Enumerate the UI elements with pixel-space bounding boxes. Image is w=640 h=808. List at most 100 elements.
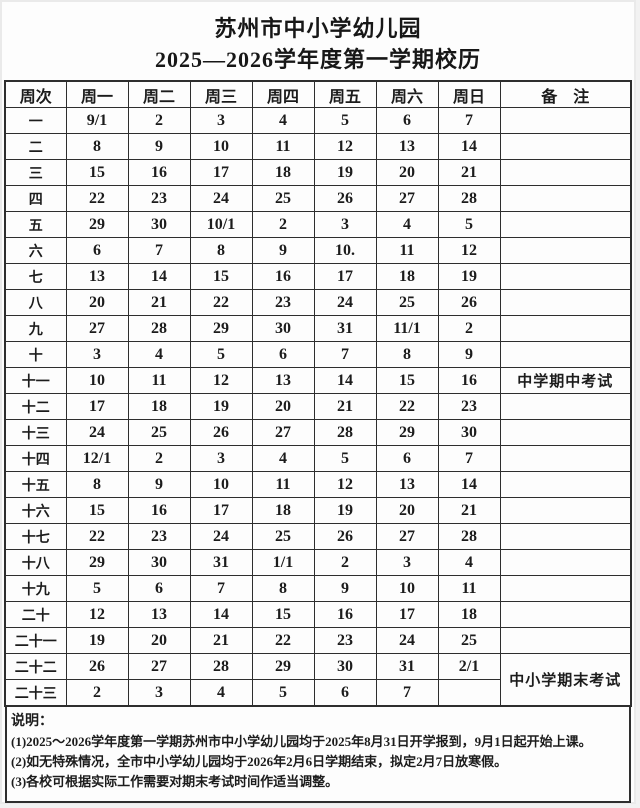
table-row: 四 22 23 24 25 26 27 28 — [4, 185, 632, 212]
day-cell: 9 — [127, 471, 191, 498]
day-cell: 11/1 — [375, 315, 439, 342]
table-row: 一 9/1 2 3 4 5 6 7 — [4, 107, 632, 134]
day-cell: 1/1 — [251, 549, 315, 576]
day-cell: 18 — [437, 601, 501, 628]
page-title-line2: 2025—2026学年度第一学期校历 — [154, 47, 481, 72]
day-cell: 25 — [251, 185, 315, 212]
day-cell: 15 — [189, 263, 253, 290]
day-cell: 4 — [127, 341, 191, 368]
day-cell: 20 — [375, 497, 439, 524]
day-cell: 7 — [189, 575, 253, 602]
day-cell: 5 — [313, 107, 377, 134]
remark-cell: 中小学期末考试 — [499, 653, 632, 707]
day-cell: 7 — [375, 679, 439, 707]
header-tuesday: 周二 — [127, 80, 191, 108]
day-cell: 24 — [65, 419, 129, 446]
remark-cell — [499, 419, 632, 446]
calendar-table: 周次 周一 周二 周三 周四 周五 周六 周日 备 注 一 9/1 2 3 4 5 6 7 二 8… — [4, 80, 632, 707]
week-label: 四 — [4, 185, 67, 212]
day-cell: 14 — [313, 367, 377, 394]
day-cell: 11 — [437, 575, 501, 602]
day-cell: 4 — [251, 107, 315, 134]
table-row: 九 27 28 29 30 31 11/1 2 — [4, 315, 632, 342]
day-cell: 5 — [251, 679, 315, 707]
week-label: 十九 — [4, 575, 67, 602]
day-cell: 20 — [251, 393, 315, 420]
day-cell: 10. — [313, 237, 377, 264]
day-cell: 9 — [313, 575, 377, 602]
day-cell: 4 — [437, 549, 501, 576]
table-row: 十七 22 23 24 25 26 27 28 — [4, 523, 632, 550]
day-cell: 15 — [65, 159, 129, 186]
day-cell: 25 — [437, 627, 501, 654]
day-cell: 27 — [251, 419, 315, 446]
day-cell: 2 — [437, 315, 501, 342]
remark-cell — [499, 315, 632, 342]
day-cell: 5 — [437, 211, 501, 238]
day-cell: 30 — [437, 419, 501, 446]
remark-cell — [499, 107, 632, 134]
remark-cell — [499, 601, 632, 628]
day-cell: 17 — [65, 393, 129, 420]
week-label: 十八 — [4, 549, 67, 576]
header-remarks: 备 注 — [499, 80, 632, 108]
table-row: 八 20 21 22 23 24 25 26 — [4, 289, 632, 316]
day-cell: 3 — [375, 549, 439, 576]
day-cell: 5 — [189, 341, 253, 368]
day-cell: 20 — [65, 289, 129, 316]
remark-cell — [499, 445, 632, 472]
day-cell: 30 — [127, 549, 191, 576]
day-cell: 10 — [189, 133, 253, 160]
day-cell: 11 — [251, 133, 315, 160]
day-cell: 24 — [313, 289, 377, 316]
day-cell: 14 — [189, 601, 253, 628]
week-label: 十七 — [4, 523, 67, 550]
day-cell: 15 — [65, 497, 129, 524]
day-cell: 4 — [189, 679, 253, 707]
week-label: 十六 — [4, 497, 67, 524]
day-cell: 12/1 — [65, 445, 129, 472]
week-label: 十一 — [4, 367, 67, 394]
day-cell: 12 — [437, 237, 501, 264]
day-cell: 29 — [65, 549, 129, 576]
week-label: 七 — [4, 263, 67, 290]
day-cell: 6 — [375, 107, 439, 134]
day-cell: 21 — [437, 497, 501, 524]
table-row: 二十一 19 20 21 22 23 24 25 — [4, 627, 632, 654]
day-cell: 10 — [189, 471, 253, 498]
day-cell: 14 — [437, 471, 501, 498]
day-cell: 10 — [375, 575, 439, 602]
day-cell: 28 — [313, 419, 377, 446]
day-cell: 6 — [313, 679, 377, 707]
day-cell: 25 — [375, 289, 439, 316]
remark-cell — [499, 237, 632, 264]
day-cell: 31 — [189, 549, 253, 576]
day-cell: 3 — [127, 679, 191, 707]
day-cell: 29 — [375, 419, 439, 446]
day-cell: 26 — [189, 419, 253, 446]
day-cell: 8 — [65, 471, 129, 498]
day-cell: 2 — [65, 679, 129, 707]
day-cell: 16 — [313, 601, 377, 628]
day-cell: 25 — [251, 523, 315, 550]
title-block: 苏州市中小学幼儿园 2025—2026学年度第一学期校历 — [2, 2, 634, 75]
table-row: 十一 10 11 12 13 14 15 16 中学期中考试 — [4, 367, 632, 394]
day-cell: 13 — [65, 263, 129, 290]
day-cell: 19 — [313, 159, 377, 186]
day-cell: 18 — [375, 263, 439, 290]
table-row: 七 13 14 15 16 17 18 19 — [4, 263, 632, 290]
remark-cell — [499, 393, 632, 420]
day-cell: 22 — [251, 627, 315, 654]
day-cell: 7 — [127, 237, 191, 264]
day-cell: 23 — [313, 627, 377, 654]
note-line-1: (1)2025～2026学年度第一学期苏州市中小学幼儿园均于2025年8月31日… — [11, 734, 592, 749]
table-row: 二十二 26 27 28 29 30 31 2/1 中小学期末考试 — [4, 653, 632, 707]
header-week: 周次 — [4, 80, 67, 108]
day-cell: 23 — [127, 185, 191, 212]
day-cell: 12 — [65, 601, 129, 628]
day-cell: 22 — [65, 523, 129, 550]
header-thursday: 周四 — [251, 80, 315, 108]
table-row: 十六 15 16 17 18 19 20 21 — [4, 497, 632, 524]
week-label: 三 — [4, 159, 67, 186]
